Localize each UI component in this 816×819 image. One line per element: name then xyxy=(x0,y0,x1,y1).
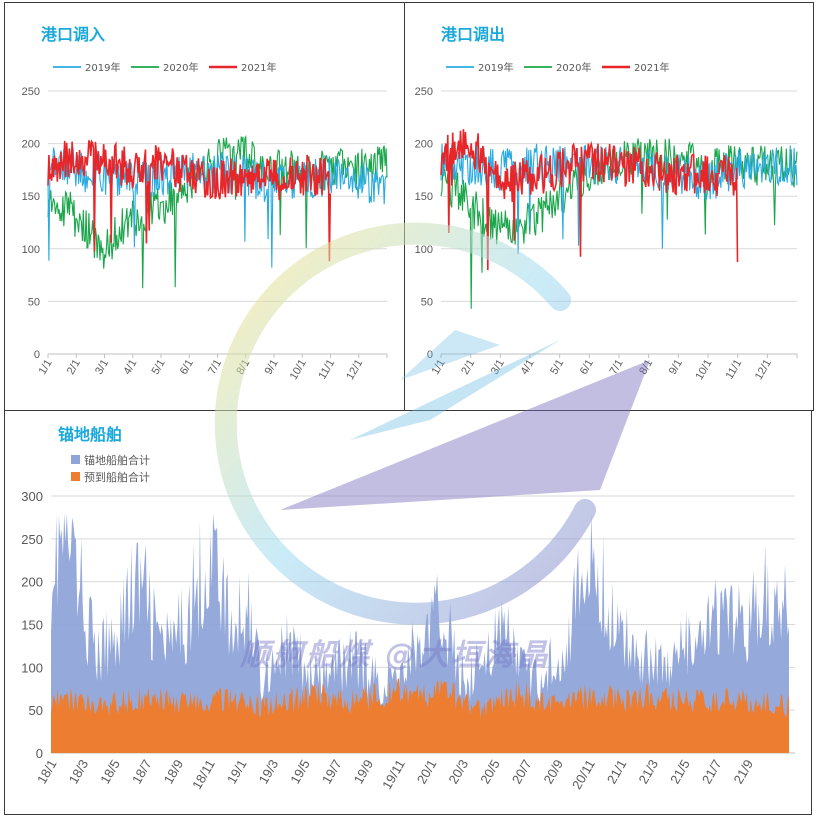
x-tick-label: 2/1 xyxy=(459,358,477,377)
legend-label: 预到船舶合计 xyxy=(84,470,150,484)
x-tick-label: 18/5 xyxy=(97,757,123,786)
y-tick-label: 50 xyxy=(421,296,433,308)
x-tick-label: 19/5 xyxy=(287,757,313,786)
x-tick-label: 18/3 xyxy=(66,757,92,786)
x-tick-label: 18/7 xyxy=(129,757,155,786)
x-tick-label: 9/1 xyxy=(263,358,281,377)
x-tick-label: 3/1 xyxy=(93,358,111,377)
legend-label: 2019年 xyxy=(478,61,513,74)
y-tick-label: 50 xyxy=(29,703,43,718)
inbound-chart-panel: 港口调入 0 50 100 150 200 250 1/1 2/1 3/1 4/1 5/1 6/1 7/… xyxy=(4,2,406,411)
area-series-预到船舶合计 xyxy=(51,677,789,753)
legend-swatch xyxy=(71,472,80,481)
x-tick-label: 9/1 xyxy=(667,358,685,377)
x-tick-label: 6/1 xyxy=(578,358,596,377)
x-tick-label: 2/1 xyxy=(65,358,83,377)
y-tick-label: 150 xyxy=(22,191,40,203)
legend-label: 2020年 xyxy=(163,61,198,74)
legend-label: 2020年 xyxy=(556,61,591,74)
y-tick-label: 0 xyxy=(427,349,433,361)
y-tick-label: 200 xyxy=(21,575,43,590)
legend-label: 2019年 xyxy=(85,61,120,74)
x-tick-label: 21/5 xyxy=(667,757,693,786)
x-tick-label: 8/1 xyxy=(234,358,252,377)
anchored-chart-panel: 锚地船舶 0 50 100 150 200 250 300 18/1 18/3 18/5 18/7 1… xyxy=(4,410,812,815)
x-tick-label: 18/1 xyxy=(34,757,60,786)
x-tick-label: 20/1 xyxy=(414,757,440,786)
x-tick-label: 21/7 xyxy=(699,757,725,786)
outbound-chart-title: 港口调出 xyxy=(441,25,506,44)
y-tick-label: 150 xyxy=(415,191,433,203)
x-tick-label: 6/1 xyxy=(178,358,196,377)
x-tick-label: 19/9 xyxy=(351,757,377,786)
legend-label: 2021年 xyxy=(241,61,276,74)
x-tick-label: 7/1 xyxy=(608,358,626,377)
x-tick-label: 3/1 xyxy=(489,358,507,377)
x-tick-label: 5/1 xyxy=(150,358,168,377)
legend-swatch xyxy=(71,455,80,464)
y-tick-label: 200 xyxy=(22,139,40,151)
x-tick-label: 21/9 xyxy=(730,757,756,786)
x-tick-label: 21/3 xyxy=(635,757,661,786)
y-tick-label: 150 xyxy=(21,618,43,633)
x-tick-label: 21/1 xyxy=(604,757,630,786)
x-tick-label: 10/1 xyxy=(288,358,309,383)
x-tick-label: 11/1 xyxy=(724,358,745,382)
x-tick-label: 10/1 xyxy=(693,358,714,383)
x-tick-label: 19/11 xyxy=(379,757,408,792)
x-tick-label: 11/1 xyxy=(316,358,337,382)
x-tick-label: 19/3 xyxy=(256,757,282,786)
y-tick-label: 250 xyxy=(22,86,40,98)
x-tick-label: 19/7 xyxy=(319,757,345,786)
x-tick-label: 18/11 xyxy=(189,757,218,792)
anchored-area-chart: 0 50 100 150 200 250 300 18/1 18/3 18/5 18/7 18/9 18… xyxy=(21,453,795,792)
y-tick-label: 250 xyxy=(415,86,433,98)
series-line-2021年 xyxy=(47,139,332,262)
anchored-chart-title: 锚地船舶 xyxy=(58,425,123,444)
x-tick-label: 19/1 xyxy=(224,757,250,786)
y-tick-label: 100 xyxy=(21,660,43,675)
y-tick-label: 0 xyxy=(34,349,40,361)
x-tick-label: 20/9 xyxy=(541,757,567,786)
legend-label: 锚地船舶合计 xyxy=(84,453,150,467)
y-tick-label: 300 xyxy=(21,489,43,504)
y-tick-label: 250 xyxy=(21,532,43,547)
x-tick-label: 12/1 xyxy=(344,358,365,383)
y-tick-label: 0 xyxy=(36,746,43,761)
x-tick-label: 8/1 xyxy=(637,358,655,377)
x-tick-label: 20/5 xyxy=(477,757,503,786)
x-tick-label: 5/1 xyxy=(548,358,566,377)
x-tick-label: 18/9 xyxy=(161,757,187,786)
x-tick-label: 20/11 xyxy=(569,757,598,792)
inbound-chart-title: 港口调入 xyxy=(41,25,106,44)
x-tick-label: 4/1 xyxy=(121,358,139,377)
series-line-2019年 xyxy=(440,142,798,255)
y-tick-label: 100 xyxy=(22,244,40,256)
series-line-2021年 xyxy=(440,129,739,271)
x-tick-label: 20/7 xyxy=(509,757,535,786)
y-tick-label: 50 xyxy=(28,296,40,308)
x-tick-label: 4/1 xyxy=(519,358,537,377)
y-tick-label: 200 xyxy=(415,139,433,151)
legend-label: 2021年 xyxy=(634,61,669,74)
y-tick-label: 100 xyxy=(415,244,433,256)
outbound-chart-panel: 港口调出 0 50 100 150 200 250 1/1 2/1 3/1 4/1 5/1 6/1 7/… xyxy=(404,2,814,411)
x-tick-label: 20/3 xyxy=(446,757,472,786)
x-tick-label: 7/1 xyxy=(206,358,224,377)
x-tick-label: 12/1 xyxy=(753,358,774,383)
